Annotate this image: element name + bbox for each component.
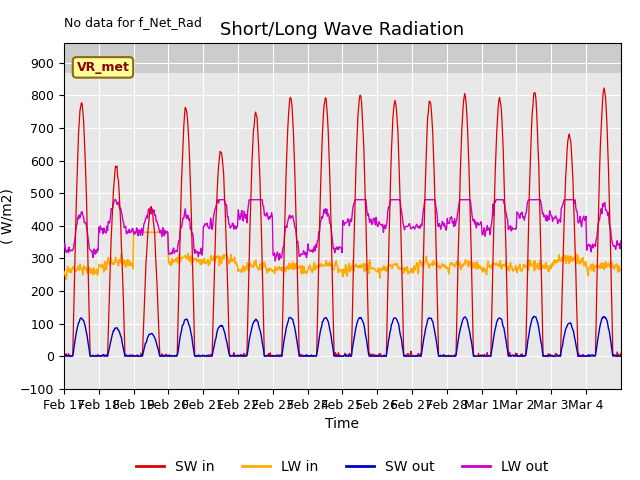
X-axis label: Time: Time <box>325 417 360 431</box>
Legend: SW in, LW in, SW out, LW out: SW in, LW in, SW out, LW out <box>131 455 554 480</box>
Bar <box>64 72 621 389</box>
Text: No data for f_Net_Rad: No data for f_Net_Rad <box>64 16 202 29</box>
Text: VR_met: VR_met <box>77 61 129 74</box>
Bar <box>64 43 621 72</box>
Title: Short/Long Wave Radiation: Short/Long Wave Radiation <box>220 21 465 39</box>
Y-axis label: ( W/m2): ( W/m2) <box>1 188 14 244</box>
